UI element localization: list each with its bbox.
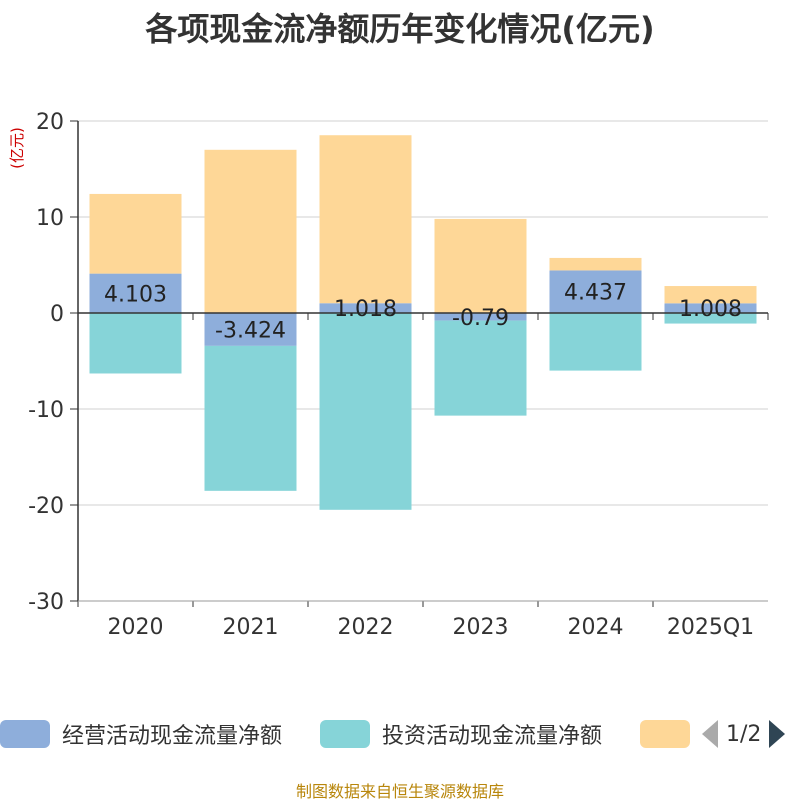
- y-tick-label: -30: [28, 590, 64, 615]
- y-tick-label: -20: [28, 494, 64, 519]
- bar-series1-2021: [204, 345, 297, 491]
- x-tick-label: 2024: [568, 615, 624, 640]
- x-tick-label: 2021: [223, 615, 279, 640]
- bar-series0-2025Q1: [664, 303, 757, 313]
- data-label-2025Q1: 1.008: [679, 297, 742, 322]
- data-label-2020: 4.103: [104, 282, 167, 307]
- y-tick-label: 0: [50, 302, 64, 327]
- bar-series2-2023: [434, 218, 527, 313]
- axes: 20 10 0 -10 -20 -30 2020 2021 2022 2023 2024 2025Q1: [28, 110, 769, 640]
- bar-series0-2020: [89, 273, 182, 313]
- chart-title: 各项现金流净额历年变化情况(亿元): [145, 10, 655, 48]
- bar-series1-2023: [434, 320, 527, 416]
- legend-item-operating[interactable]: 经营活动现金流量净额: [0, 714, 282, 754]
- bar-series2-2025Q1: [664, 286, 757, 304]
- bar-series1-2025Q1: [664, 313, 757, 324]
- legend-page-indicator: 1/2: [726, 721, 762, 747]
- bar-series2-2022: [319, 135, 412, 304]
- x-tick-label: 2025Q1: [667, 615, 754, 640]
- data-label-2022: 1.018: [334, 297, 397, 322]
- bars: [89, 135, 757, 510]
- data-source-note: 制图数据来自恒生聚源数据库: [295, 782, 504, 801]
- bar-series1-2024: [549, 313, 642, 371]
- legend-item-investing[interactable]: 投资活动现金流量净额: [320, 714, 602, 754]
- legend-item-financing[interactable]: [640, 714, 702, 754]
- bar-series0-2021: [204, 313, 297, 346]
- legend-label-operating: 经营活动现金流量净额: [62, 724, 283, 749]
- y-axis-label: (亿元): [8, 127, 26, 169]
- bar-series0-2024: [549, 270, 642, 313]
- legend-next-arrow-icon[interactable]: [769, 720, 786, 748]
- bar-series1-2022: [319, 313, 412, 510]
- legend-label-investing: 投资活动现金流量净额: [382, 724, 603, 749]
- data-label-2024: 4.437: [564, 281, 627, 306]
- data-labels: 4.103 -3.424 1.018 -0.79 4.437 1.008: [104, 281, 742, 344]
- y-tick-label: 10: [36, 206, 64, 231]
- data-label-2021: -3.424: [215, 318, 286, 343]
- y-tick-label: 20: [36, 110, 64, 135]
- legend: 经营活动现金流量净额 投资活动现金流量净额 1/2: [0, 714, 800, 754]
- legend-prev-arrow-icon[interactable]: [702, 720, 718, 748]
- x-tick-label: 2020: [108, 615, 164, 640]
- legend-swatch-operating: [0, 720, 50, 748]
- legend-pager: 1/2: [702, 714, 786, 754]
- x-tick-label: 2023: [453, 615, 509, 640]
- bar-series2-2024: [549, 257, 642, 271]
- legend-swatch-investing: [320, 720, 370, 748]
- bar-series2-2021: [204, 149, 297, 313]
- bar-series0-2022: [319, 303, 412, 313]
- bar-series0-2023: [434, 313, 527, 321]
- bar-series1-2020: [89, 313, 182, 374]
- bar-series2-2020: [89, 193, 182, 274]
- legend-swatch-financing: [640, 720, 690, 748]
- y-tick-label: -10: [28, 398, 64, 423]
- data-label-2023: -0.79: [452, 306, 509, 331]
- x-tick-label: 2022: [338, 615, 394, 640]
- chart-canvas: 20 10 0 -10 -20 -30 2020 2021 2022 2023 2024 2025Q1…: [8, 110, 769, 640]
